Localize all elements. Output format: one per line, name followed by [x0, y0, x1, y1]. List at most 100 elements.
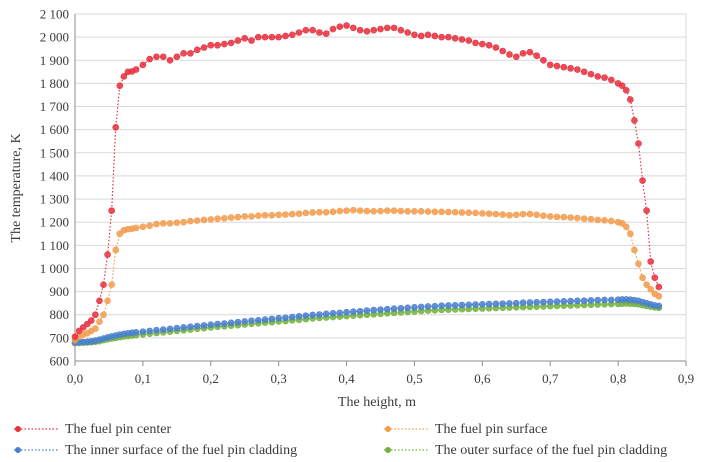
data-point [87, 317, 95, 324]
data-point [295, 210, 303, 217]
y-tick-label: 600 [50, 354, 70, 369]
data-point [322, 310, 330, 318]
data-point [601, 217, 608, 224]
data-point [492, 210, 500, 218]
data-point [200, 44, 208, 51]
data-point [567, 297, 574, 305]
legend-label: The fuel pin center [65, 422, 171, 437]
y-tick-label: 1 000 [40, 261, 69, 276]
data-point [282, 32, 289, 40]
data-point [458, 209, 466, 216]
data-point [526, 299, 534, 306]
data-point [295, 29, 303, 36]
legend-label: The outer surface of the fuel pin claddi… [435, 443, 667, 458]
data-point [458, 301, 466, 309]
data-point [540, 298, 547, 306]
data-point [343, 22, 350, 29]
data-point [268, 315, 276, 323]
data-point [139, 223, 147, 231]
data-point [146, 327, 153, 335]
data-point [104, 297, 111, 305]
data-point [302, 26, 310, 34]
data-point [153, 326, 160, 334]
data-point [112, 246, 120, 254]
data-point [241, 34, 249, 42]
data-point [512, 299, 520, 307]
data-point [200, 322, 208, 329]
data-point [574, 297, 581, 305]
legend-label: The inner surface of the fuel pin claddi… [65, 443, 297, 458]
data-point [390, 207, 398, 214]
data-point [350, 206, 357, 214]
data-point [647, 258, 655, 265]
data-point [329, 25, 337, 33]
data-point [363, 307, 371, 314]
data-point [451, 208, 459, 216]
data-point [465, 301, 473, 309]
data-point [234, 37, 242, 44]
legend-entry: The fuel pin surface [384, 422, 547, 437]
y-tick-label: 1 200 [40, 215, 69, 230]
data-point [431, 208, 439, 216]
data-point [390, 24, 398, 32]
data-point [560, 63, 568, 71]
data-point [438, 302, 445, 310]
data-point [553, 298, 561, 305]
data-point [526, 210, 534, 218]
y-tick-label: 1 400 [40, 168, 69, 183]
data-point [546, 298, 554, 306]
y-tick-label: 2 100 [40, 7, 69, 22]
data-point [214, 320, 221, 328]
data-point [139, 328, 147, 335]
data-point [159, 326, 167, 333]
data-point [445, 302, 452, 309]
data-point [356, 307, 364, 315]
data-point [594, 216, 602, 224]
data-point [207, 41, 215, 49]
data-point [254, 33, 262, 41]
data-point [553, 62, 561, 70]
data-point [116, 82, 124, 90]
data-point [601, 296, 608, 304]
data-point [424, 208, 432, 215]
data-point [655, 283, 663, 291]
data-point [608, 76, 615, 84]
data-point [234, 318, 242, 326]
data-point [560, 298, 568, 305]
data-point [350, 24, 357, 32]
data-point [329, 310, 337, 317]
data-point [546, 61, 554, 69]
data-point [288, 210, 296, 218]
data-point [343, 207, 350, 214]
data-point [492, 300, 500, 308]
data-point [519, 210, 527, 218]
data-point [533, 298, 540, 306]
data-point [221, 320, 228, 327]
data-point [383, 305, 391, 313]
data-point [519, 50, 527, 57]
x-tick-label: 0,6 [474, 371, 491, 386]
data-point [445, 208, 452, 216]
data-point [390, 305, 398, 313]
data-point [166, 220, 174, 227]
data-point [132, 66, 140, 73]
data-point [187, 217, 194, 225]
data-point [485, 41, 493, 49]
data-point [451, 34, 459, 42]
data-point [350, 308, 357, 316]
data-point [275, 314, 282, 322]
data-point [309, 209, 316, 216]
data-point [104, 251, 111, 258]
data-point [622, 87, 630, 94]
data-point [651, 274, 659, 282]
y-tick-label: 1 500 [40, 145, 69, 160]
data-point [465, 209, 473, 217]
data-point [580, 215, 588, 223]
data-point [71, 333, 79, 341]
y-tick-label: 1 700 [40, 99, 69, 114]
data-point [397, 207, 405, 215]
data-point [153, 220, 160, 228]
data-point [241, 213, 249, 220]
x-tick-label: 0,3 [271, 371, 287, 386]
